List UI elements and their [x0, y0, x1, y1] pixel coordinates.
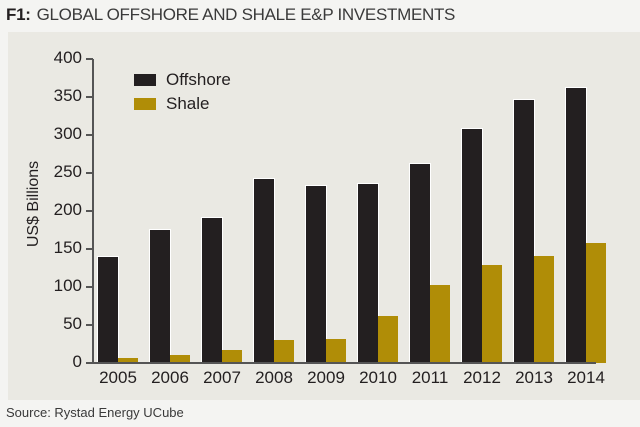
bar-shale-2013 [534, 255, 554, 363]
source-note: Source: Rystad Energy UCube [6, 405, 184, 420]
x-tick-label: 2013 [515, 368, 553, 387]
y-tick [86, 210, 93, 212]
y-tick [86, 362, 93, 364]
y-tick-label: 350 [53, 86, 82, 105]
y-tick-label: 0 [72, 352, 82, 371]
x-tick-label: 2012 [463, 368, 501, 387]
bar-offshore-2006 [149, 229, 171, 364]
bar-shale-2006 [170, 354, 190, 363]
x-tick-label: 2006 [151, 368, 189, 387]
y-tick-label: 200 [53, 200, 82, 219]
bar-offshore-2009 [305, 184, 327, 364]
y-tick-label: 400 [53, 48, 82, 67]
y-tick [86, 172, 93, 174]
x-tick-label: 2007 [203, 368, 241, 387]
y-tick [86, 96, 93, 98]
bar-shale-2014 [586, 242, 606, 363]
y-tick-label: 100 [53, 276, 82, 295]
x-tick-label: 2005 [99, 368, 137, 387]
bar-offshore-2011 [409, 162, 431, 364]
offshore-swatch-icon [134, 74, 156, 86]
y-axis [92, 59, 94, 363]
shale-swatch-icon [134, 98, 156, 110]
bar-shale-2010 [378, 315, 398, 363]
y-tick [86, 324, 93, 326]
bar-offshore-2007 [201, 216, 223, 364]
bar-shale-2012 [482, 264, 502, 363]
y-tick-label: 50 [63, 314, 82, 333]
bar-offshore-2010 [357, 182, 379, 364]
y-tick [86, 286, 93, 288]
bar-offshore-2013 [513, 99, 535, 364]
figure-number: F1: [6, 5, 31, 24]
x-tick-label: 2008 [255, 368, 293, 387]
bar-shale-2011 [430, 284, 450, 363]
y-tick [86, 248, 93, 250]
x-tick-label: 2011 [411, 368, 449, 387]
x-tick-label: 2009 [307, 368, 345, 387]
x-axis [92, 362, 596, 364]
bar-offshore-2014 [565, 86, 587, 364]
bar-shale-2007 [222, 350, 242, 363]
chart-title: F1: GLOBAL OFFSHORE AND SHALE E&P INVESTM… [6, 5, 455, 25]
bar-shale-2008 [274, 340, 294, 363]
x-tick-label: 2010 [359, 368, 397, 387]
y-tick-label: 150 [53, 238, 82, 257]
bar-shale-2009 [326, 339, 346, 363]
bar-shale-2005 [118, 358, 138, 363]
legend-label: Offshore [166, 70, 231, 89]
legend-label: Shale [166, 94, 210, 113]
bar-offshore-2012 [461, 127, 483, 364]
legend-item-offshore: Offshore [134, 68, 231, 92]
legend-item-shale: Shale [134, 92, 231, 116]
legend: Offshore Shale [134, 68, 231, 116]
y-tick [86, 58, 93, 60]
bar-offshore-2005 [97, 255, 119, 364]
y-tick [86, 134, 93, 136]
figure-title: GLOBAL OFFSHORE AND SHALE E&P INVESTMENT… [36, 5, 456, 24]
y-tick-label: 250 [53, 162, 82, 181]
bar-offshore-2008 [253, 178, 275, 364]
x-tick-label: 2014 [567, 368, 605, 387]
y-tick-label: 300 [53, 124, 82, 143]
